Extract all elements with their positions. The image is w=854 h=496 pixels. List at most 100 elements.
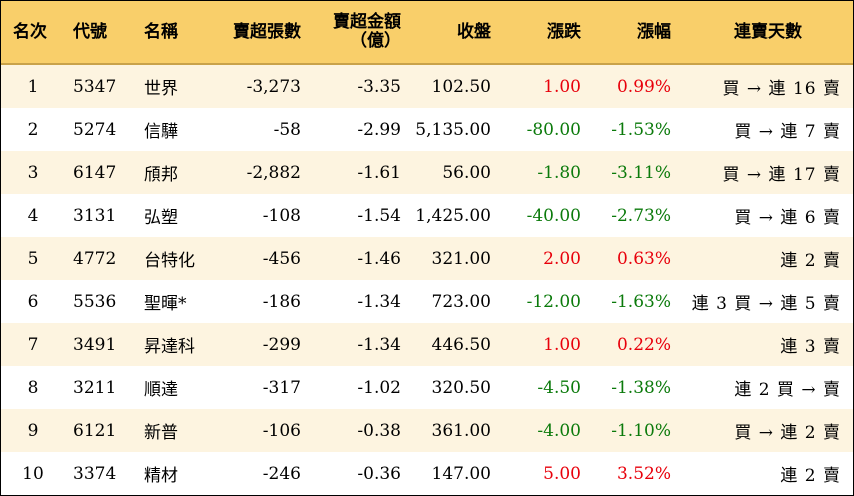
cell-close: 102.50 [431,76,491,97]
cell-net-sell-lots: -108 [262,205,301,226]
cell-net-sell-lots: -246 [262,463,301,484]
cell-net-sell-amount: -1.34 [357,334,401,355]
cell-name: 信驊 [144,122,178,142]
cell-close: 446.50 [431,334,491,355]
cell-name: 新普 [144,423,178,443]
cell-code: 5274 [73,119,117,140]
cell-streak: 買 → 連 17 賣 [722,165,841,185]
cell-streak: 連 2 賣 [780,466,841,486]
cell-close: 321.00 [431,248,491,269]
cell-change-pct: 3.52% [616,463,671,484]
cell-net-sell-lots: -2,882 [246,162,301,183]
table-row: 3 6147 頎邦 -2,882 -1.61 56.00 -1.80 -3.11% 買 → 連 … [1,151,853,194]
cell-change-pct: -1.38% [611,377,671,398]
table-row: 7 3491 昇達科 -299 -1.34 446.50 1.00 0.22% 連 3 賣 [1,323,853,366]
cell-name: 台特化 [144,251,195,271]
cell-change-pct: 0.22% [616,334,671,355]
table-row: 10 3374 精材 -246 -0.36 147.00 5.00 3.52% 連 2 賣 [1,452,853,495]
cell-net-sell-lots: -58 [273,119,301,140]
cell-change: -4.00 [537,420,581,441]
cell-close: 320.50 [431,377,491,398]
cell-code: 6121 [73,420,117,441]
cell-net-sell-amount: -1.34 [357,291,401,312]
cell-change-pct: 0.63% [616,248,671,269]
cell-streak: 連 2 買 → 賣 [734,380,841,400]
cell-change: 2.00 [543,248,581,269]
cell-streak: 買 → 連 16 賣 [722,79,841,99]
cell-code: 3374 [73,463,117,484]
cell-net-sell-amount: -0.36 [357,463,401,484]
table-row: 4 3131 弘塑 -108 -1.54 1,425.00 -40.00 -2.73% 買 → … [1,194,853,237]
cell-name: 聖暉* [144,294,187,314]
cell-change-pct: -2.73% [611,205,671,226]
cell-rank: 3 [27,162,39,183]
cell-change: -40.00 [526,205,581,226]
cell-net-sell-amount: -1.54 [357,205,401,226]
cell-name: 順達 [144,380,178,400]
cell-streak: 連 3 賣 [780,337,841,357]
table-row: 1 5347 世界 -3,273 -3.35 102.50 1.00 0.99% 買 → 連 1… [1,65,853,108]
header-net-sell-lots: 賣超張數 [233,21,301,42]
cell-net-sell-lots: -106 [262,420,301,441]
table-row: 8 3211 順達 -317 -1.02 320.50 -4.50 -1.38% 連 2 買 →… [1,366,853,409]
table-row: 2 5274 信驊 -58 -2.99 5,135.00 -80.00 -1.53% 買 → 連… [1,108,853,151]
cell-net-sell-lots: -456 [262,248,301,269]
cell-rank: 1 [27,76,39,97]
cell-change: 1.00 [543,334,581,355]
header-net-sell-amount-line1: 賣超金額 [333,12,401,32]
cell-net-sell-amount: -1.61 [357,162,401,183]
header-change: 漲跌 [547,21,581,42]
cell-code: 3491 [73,334,117,355]
header-close: 收盤 [457,21,491,42]
cell-name: 弘塑 [144,208,178,228]
cell-streak: 連 2 賣 [780,251,841,271]
header-code: 代號 [73,21,107,42]
table-row: 6 5536 聖暉* -186 -1.34 723.00 -12.00 -1.63% 連 3 買… [1,280,853,323]
cell-rank: 5 [27,248,39,269]
cell-net-sell-lots: -3,273 [246,76,301,97]
cell-net-sell-amount: -3.35 [357,76,401,97]
cell-net-sell-amount: -2.99 [357,119,401,140]
cell-code: 5536 [73,291,117,312]
cell-streak: 買 → 連 7 賣 [734,122,841,142]
cell-change: -12.00 [526,291,581,312]
cell-change-pct: -1.53% [611,119,671,140]
cell-net-sell-amount: -1.02 [357,377,401,398]
header-change-pct: 漲幅 [637,21,671,42]
cell-rank: 10 [22,463,44,484]
cell-net-sell-lots: -317 [262,377,301,398]
header-name: 名稱 [144,21,178,42]
cell-name: 精材 [144,466,178,486]
cell-change-pct: -3.11% [611,162,671,183]
cell-change: -1.80 [537,162,581,183]
cell-code: 6147 [73,162,117,183]
cell-change-pct: -1.63% [611,291,671,312]
cell-close: 1,425.00 [415,205,491,226]
header-streak: 連賣天數 [734,21,802,42]
header-net-sell-amount: 賣超金額 （億） [333,1,401,63]
cell-change: -80.00 [526,119,581,140]
cell-rank: 8 [27,377,39,398]
cell-net-sell-amount: -0.38 [357,420,401,441]
cell-streak: 買 → 連 6 賣 [734,208,841,228]
cell-close: 147.00 [431,463,491,484]
cell-change: -4.50 [537,377,581,398]
cell-net-sell-lots: -186 [262,291,301,312]
cell-rank: 4 [27,205,39,226]
header-rank: 名次 [13,21,47,42]
cell-close: 723.00 [431,291,491,312]
cell-rank: 6 [27,291,39,312]
cell-net-sell-amount: -1.46 [357,248,401,269]
cell-rank: 7 [27,334,39,355]
cell-code: 3131 [73,205,117,226]
cell-rank: 2 [27,119,39,140]
cell-streak: 連 3 買 → 連 5 賣 [691,294,841,314]
cell-rank: 9 [27,420,39,441]
cell-name: 昇達科 [144,337,195,357]
table-row: 9 6121 新普 -106 -0.38 361.00 -4.00 -1.10% 買 → 連 2… [1,409,853,452]
cell-change-pct: -1.10% [611,420,671,441]
cell-close: 56.00 [442,162,491,183]
cell-net-sell-lots: -299 [262,334,301,355]
cell-code: 5347 [73,76,117,97]
cell-name: 頎邦 [144,165,178,185]
